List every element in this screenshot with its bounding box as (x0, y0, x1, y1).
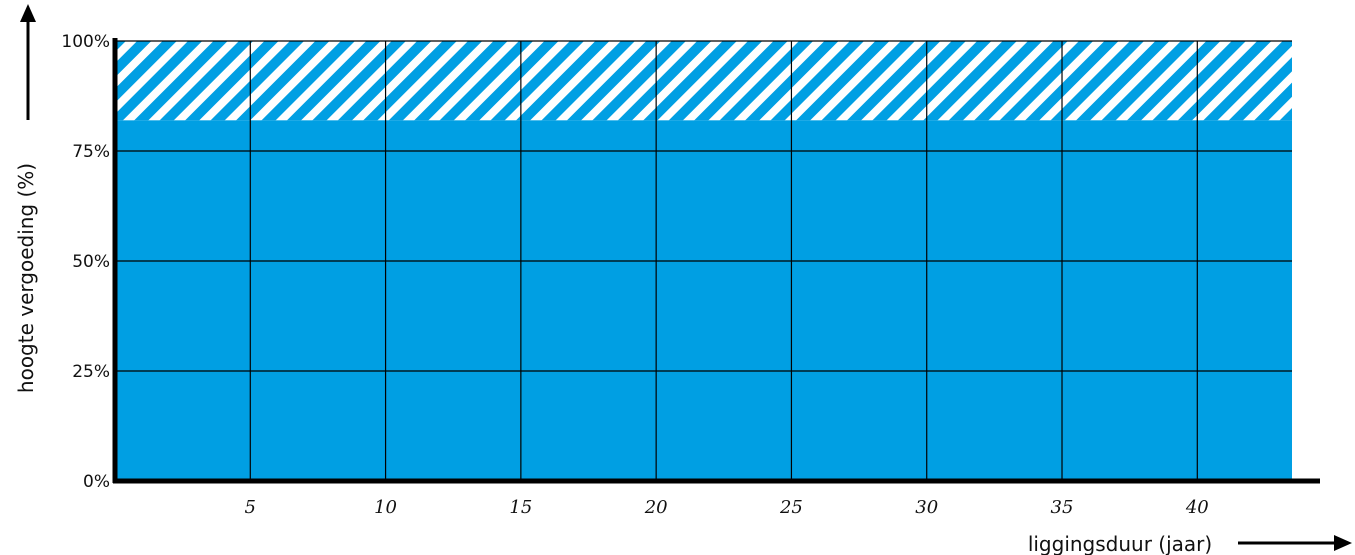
x-tick-label: 10 (374, 497, 397, 518)
area-solid (115, 120, 1292, 481)
x-axis-title: liggingsduur (jaar) (1028, 532, 1212, 555)
y-tick-label: 0% (83, 472, 110, 492)
x-tick-label: 5 (245, 497, 256, 518)
x-tick-label: 35 (1051, 497, 1074, 518)
area-hatched (115, 41, 1292, 121)
y-axis-arrowhead (20, 4, 36, 22)
y-tick-label: 100% (61, 32, 110, 52)
y-tick-label: 75% (72, 142, 110, 162)
x-tick-label: 15 (509, 497, 532, 518)
x-axis-arrowhead (1334, 535, 1352, 551)
x-tick-label: 25 (779, 497, 803, 518)
x-tick-label: 20 (644, 497, 668, 518)
y-axis-title: hoogte vergoeding (%) (14, 163, 38, 393)
y-tick-label: 50% (72, 252, 110, 272)
x-tick-label: 40 (1185, 497, 1209, 518)
x-tick-label: 30 (915, 497, 938, 518)
y-tick-label: 25% (72, 362, 110, 382)
